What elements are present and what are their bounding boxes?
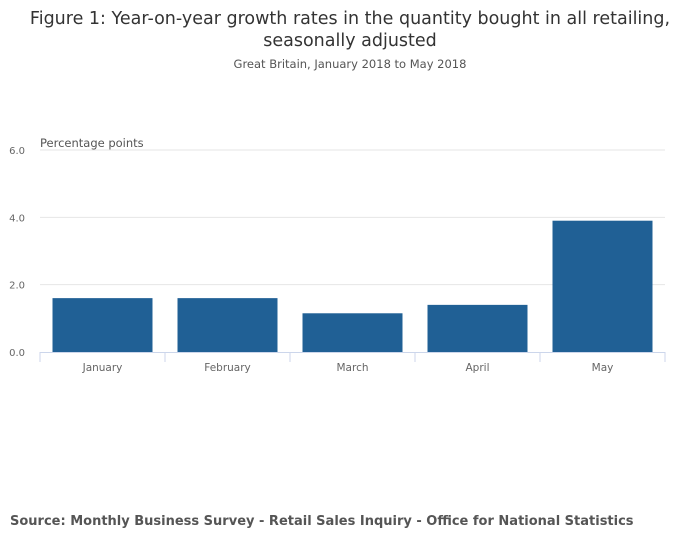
bar-february[interactable] bbox=[177, 298, 278, 352]
y-tick-label: 6.0 bbox=[9, 146, 25, 157]
y-tick-label: 2.0 bbox=[9, 281, 25, 292]
bar-april[interactable] bbox=[427, 304, 528, 352]
x-tick-label: April bbox=[466, 362, 490, 374]
x-tick-label: March bbox=[336, 362, 368, 374]
x-tick-label: May bbox=[592, 362, 614, 374]
chart-title: Figure 1: Year-on-year growth rates in t… bbox=[29, 9, 671, 51]
y-tick-label: 0.0 bbox=[9, 348, 25, 359]
bar-may[interactable] bbox=[552, 220, 653, 352]
bars bbox=[52, 220, 653, 352]
chart-subtitle: Great Britain, January 2018 to May 2018 bbox=[233, 57, 467, 71]
bar-january[interactable] bbox=[52, 298, 153, 352]
bar-march[interactable] bbox=[302, 313, 403, 352]
x-tick-label: February bbox=[204, 362, 251, 374]
y-tick-label: 4.0 bbox=[9, 213, 25, 224]
y-axis: 0.0 2.0 4.0 6.0 bbox=[9, 146, 25, 359]
source-note: Source: Monthly Business Survey - Retail… bbox=[10, 514, 634, 529]
x-tick-label: January bbox=[82, 362, 123, 374]
y-axis-label: Percentage points bbox=[40, 136, 144, 150]
x-axis: January February March April May bbox=[39, 352, 666, 374]
